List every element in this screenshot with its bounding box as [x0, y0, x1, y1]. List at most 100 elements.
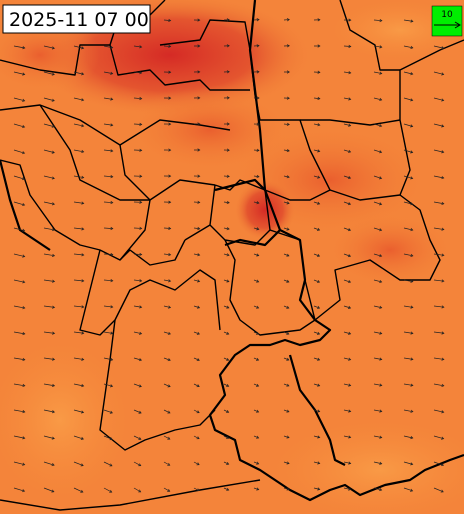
- wind-arrow-head: [226, 200, 230, 205]
- wind-arrow-head: [316, 253, 321, 257]
- wind-arrow-head: [139, 45, 143, 49]
- wind-arrow: [73, 383, 84, 387]
- wind-arrow: [13, 409, 25, 413]
- wind-arrow-head: [348, 357, 352, 361]
- wind-arrow-head: [317, 70, 321, 74]
- wind-arrow: [103, 487, 112, 493]
- wind-arrow-head: [256, 70, 260, 74]
- wind-arrow: [223, 227, 230, 230]
- wind-arrow-head: [286, 70, 290, 74]
- wind-arrow: [373, 71, 382, 74]
- wind-arrow-head: [317, 96, 321, 101]
- wind-arrow: [403, 461, 413, 465]
- wind-arrow-head: [347, 254, 352, 258]
- wind-arrow-head: [196, 436, 200, 440]
- wind-arrow-head: [286, 487, 290, 491]
- wind-arrow: [403, 19, 413, 22]
- wind-arrow: [103, 149, 113, 152]
- wind-arrow-head: [81, 72, 85, 76]
- wind-arrow-head: [317, 409, 321, 413]
- wind-arrow-head: [168, 279, 172, 283]
- wind-arrow: [223, 461, 229, 465]
- wind-arrow-head: [441, 227, 445, 231]
- wind-arrow-head: [286, 253, 290, 257]
- wind-arrow: [43, 383, 55, 387]
- wind-arrow: [403, 149, 413, 153]
- wind-arrow-head: [226, 44, 230, 48]
- wind-arrow-head: [110, 357, 114, 361]
- wind-arrow-head: [139, 174, 143, 178]
- wind-arrow: [313, 487, 320, 490]
- wind-arrow-head: [286, 122, 290, 126]
- wind-arrow-head: [286, 461, 290, 465]
- wind-arrow: [13, 227, 25, 232]
- wind-arrow-head: [379, 331, 383, 335]
- wind-arrow-head: [286, 227, 290, 231]
- wind-arrow: [373, 253, 382, 257]
- wind-arrow: [223, 279, 230, 282]
- wind-arrow-head: [22, 72, 26, 76]
- wind-arrow-head: [109, 437, 113, 441]
- wind-arrow-head: [139, 226, 143, 230]
- wind-arrow-head: [81, 357, 85, 361]
- wind-arrow: [73, 149, 84, 153]
- wind-arrow-head: [197, 122, 201, 126]
- wind-arrow: [103, 97, 113, 100]
- wind-arrow: [13, 383, 25, 387]
- wind-arrow-head: [226, 410, 230, 413]
- wind-arrow: [313, 279, 320, 283]
- wind-arrow-head: [256, 383, 260, 387]
- wind-arrow-head: [197, 96, 201, 100]
- wind-arrow-head: [379, 202, 383, 206]
- wind-arrow-head: [286, 409, 290, 413]
- wind-arrow-head: [197, 44, 201, 48]
- wind-arrow: [283, 305, 289, 309]
- wind-arrow: [163, 331, 171, 335]
- wind-arrow-head: [286, 96, 290, 100]
- wind-arrow: [73, 279, 84, 282]
- wind-arrow: [193, 461, 200, 466]
- wind-arrow: [373, 123, 382, 127]
- wind-arrow-head: [286, 305, 290, 309]
- wind-arrow: [403, 487, 413, 492]
- wind-arrow-head: [348, 409, 352, 413]
- wind-arrow-head: [379, 305, 383, 309]
- wind-arrow-head: [139, 96, 143, 101]
- wind-arrow: [103, 201, 113, 204]
- wind-arrow: [43, 45, 55, 49]
- wind-arrow-head: [51, 72, 55, 76]
- wind-arrow: [343, 71, 351, 74]
- wind-arrow-head: [379, 124, 383, 128]
- wind-arrow: [403, 201, 413, 205]
- wind-arrow: [403, 383, 413, 386]
- wind-arrow-head: [22, 306, 26, 310]
- wind-arrow: [163, 487, 170, 492]
- wind-arrow-head: [226, 70, 230, 74]
- wind-arrow: [433, 305, 444, 308]
- wind-arrow: [253, 175, 259, 178]
- wind-arrow: [313, 253, 320, 257]
- wind-arrow-head: [196, 488, 200, 492]
- wind-arrow: [103, 279, 113, 282]
- wind-arrow-head: [441, 357, 445, 361]
- wind-arrow: [253, 383, 259, 387]
- wind-arrow-head: [256, 44, 260, 48]
- wind-arrow: [253, 435, 259, 439]
- wind-arrow: [373, 461, 382, 465]
- wind-arrow-head: [441, 410, 445, 414]
- wind-arrow-head: [256, 227, 260, 231]
- wind-arrow-head: [410, 409, 414, 413]
- wind-arrow: [343, 97, 351, 100]
- wind-arrow: [13, 435, 25, 439]
- wind-arrow-head: [81, 305, 85, 309]
- wind-arrow-head: [410, 253, 414, 257]
- wind-arrow: [343, 253, 351, 257]
- wind-arrow: [343, 331, 351, 335]
- wind-arrow-head: [197, 200, 201, 204]
- wind-arrow-head: [81, 253, 85, 257]
- wind-arrow: [163, 305, 171, 308]
- wind-arrow: [103, 383, 113, 387]
- wind-arrow: [433, 461, 444, 466]
- wind-arrow: [253, 487, 259, 491]
- wind-arrow-head: [379, 488, 383, 492]
